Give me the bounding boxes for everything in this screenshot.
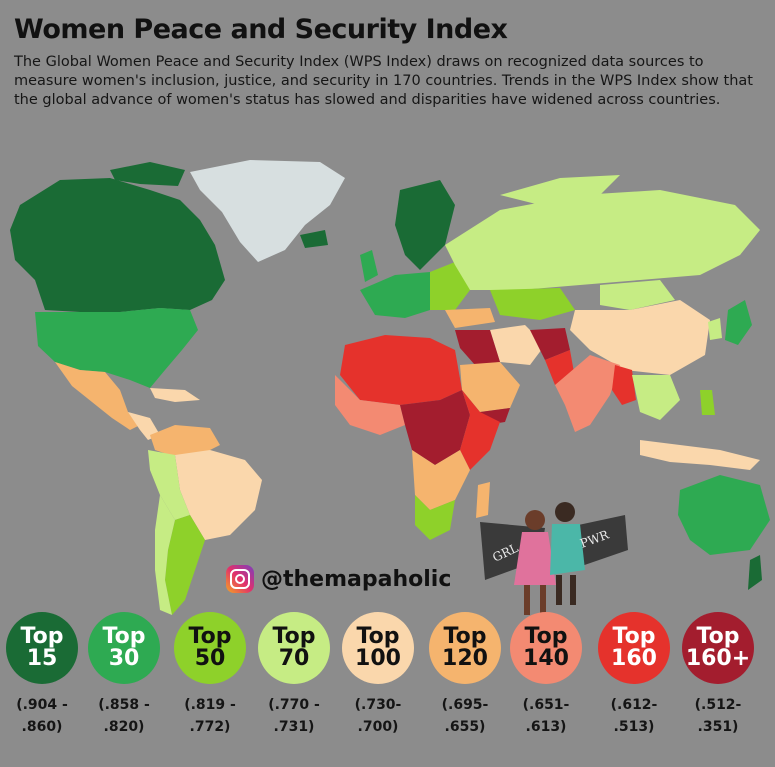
legend-range: (.651- .613) (522, 697, 570, 735)
region-west-africa (335, 375, 405, 435)
instagram-icon (226, 565, 254, 593)
legend-circle: Top 70 (258, 612, 330, 684)
handle-text: @themapaholic (261, 566, 452, 592)
region-southern-africa-1 (412, 450, 470, 510)
legend-range: (.819 - .772) (184, 697, 236, 735)
legend-top-label: Top (612, 624, 656, 649)
region-indonesia (640, 440, 760, 470)
legend-range: (.730- .700) (354, 697, 402, 735)
region-brazil (175, 450, 262, 540)
legend-item-top160: Top 160 (.612- .513) (594, 612, 674, 738)
region-kazakhstan (490, 288, 575, 320)
legend: Top 15 (.904 - .860) Top 30 (.858 - .820) … (0, 612, 775, 767)
region-scandinavia (395, 180, 455, 270)
legend-rank: 30 (108, 646, 140, 671)
legend-top-label: Top (356, 624, 400, 649)
region-australia (678, 475, 770, 555)
region-myanmar (612, 365, 636, 405)
region-greenland (190, 160, 345, 262)
legend-range: (.695- .655) (441, 697, 489, 735)
region-korea (708, 318, 722, 340)
region-new-zealand (748, 555, 762, 590)
legend-circle: Top 50 (174, 612, 246, 684)
legend-rank: 50 (194, 646, 226, 671)
legend-rank: 70 (278, 646, 310, 671)
legend-range: (.770 - .731) (268, 697, 320, 735)
region-usa (35, 308, 198, 388)
region-japan (725, 300, 752, 345)
region-china (570, 300, 710, 375)
map-description: The Global Women Peace and Security Inde… (14, 54, 753, 108)
region-south-africa (415, 495, 455, 540)
legend-rank: 100 (355, 646, 401, 671)
legend-rank: 120 (442, 646, 488, 671)
legend-item-top160-plus: Top 160+ (.512- .351) (678, 612, 758, 738)
legend-top-label: Top (188, 624, 232, 649)
legend-item-top15: Top 15 (.904 - .860) (2, 612, 82, 738)
instagram-handle: @themapaholic (226, 565, 451, 593)
legend-top-label: Top (20, 624, 64, 649)
legend-item-top120: Top 120 (.695- .655) (425, 612, 505, 738)
region-central-africa (400, 390, 470, 465)
region-iraq-syria (455, 330, 500, 365)
legend-circle: Top 140 (510, 612, 582, 684)
legend-item-top50: Top 50 (.819 - .772) (170, 612, 250, 738)
legend-range: (.612- .513) (610, 697, 658, 735)
region-east-africa (460, 390, 500, 470)
legend-rank: 160+ (685, 646, 751, 671)
region-argentina (165, 515, 205, 615)
legend-top-label: Top (696, 624, 740, 649)
region-afghanistan (530, 328, 570, 360)
legend-range: (.858 - .820) (98, 697, 150, 735)
region-western-europe (360, 272, 445, 318)
map-title: Women Peace and Security Index (14, 14, 508, 45)
region-uk (360, 250, 378, 282)
legend-circle: Top 160+ (682, 612, 754, 684)
region-russia-north (500, 175, 620, 205)
legend-item-top30: Top 30 (.858 - .820) (84, 612, 164, 738)
region-chile (155, 495, 175, 615)
region-se-asia (632, 375, 680, 420)
region-peru-bolivia (148, 450, 190, 520)
region-mexico (55, 362, 140, 430)
region-north-africa (340, 335, 462, 405)
region-canada (10, 178, 225, 312)
region-canada-islands (110, 162, 185, 186)
region-philippines (700, 390, 715, 415)
legend-top-label: Top (272, 624, 316, 649)
legend-top-label: Top (102, 624, 146, 649)
region-iran (490, 325, 545, 365)
legend-item-top70: Top 70 (.770 - .731) (254, 612, 334, 738)
legend-item-top140: Top 140 (.651- .613) (506, 612, 586, 738)
legend-range: (.512- .351) (694, 697, 742, 735)
grl-pwr-illustration: GRL PWR (480, 502, 628, 615)
region-central-america (128, 412, 160, 440)
legend-circle: Top 100 (342, 612, 414, 684)
region-russia (445, 190, 760, 290)
region-iceland (300, 230, 328, 248)
legend-circle: Top 160 (598, 612, 670, 684)
region-india (555, 355, 620, 432)
legend-circle: Top 15 (6, 612, 78, 684)
region-colombia-venezuela (150, 425, 220, 455)
legend-item-top100: Top 100 (.730- .700) (338, 612, 418, 738)
legend-circle: Top 120 (429, 612, 501, 684)
world-map: GRL PWR (10, 160, 770, 615)
legend-rank: 140 (523, 646, 569, 671)
region-turkey (445, 308, 495, 328)
region-madagascar (476, 482, 490, 518)
legend-rank: 160 (611, 646, 657, 671)
legend-top-label: Top (524, 624, 568, 649)
legend-rank: 15 (26, 646, 58, 671)
region-caribbean (150, 388, 200, 402)
legend-top-label: Top (443, 624, 487, 649)
legend-circle: Top 30 (88, 612, 160, 684)
region-arabia (460, 362, 520, 412)
legend-range: (.904 - .860) (16, 697, 68, 735)
region-mongolia (600, 280, 675, 310)
